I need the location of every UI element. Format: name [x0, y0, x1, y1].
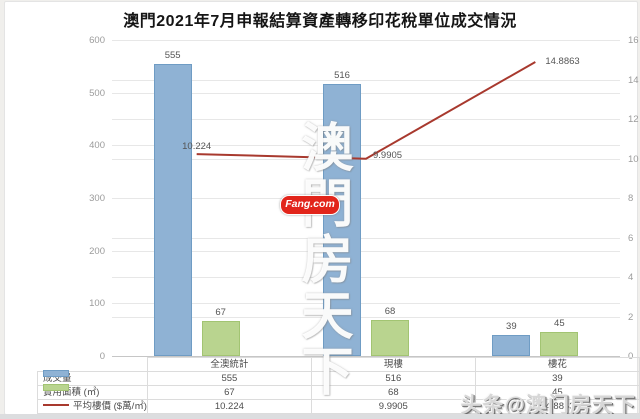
line-point-label: 9.9905	[373, 149, 403, 161]
bar-value-label: 67	[215, 306, 226, 318]
left-axis-tick-label: 400	[89, 140, 105, 152]
category-header-cell: 樓花	[474, 357, 640, 372]
series-label-cell: 實用面積 (㎡)	[37, 384, 148, 400]
right-axis-tick-label: 0	[628, 351, 634, 362]
bar-value-label: 555	[164, 49, 181, 61]
gridline	[112, 119, 620, 120]
line-point-label: 14.8863	[545, 55, 580, 67]
right-axis-tick-label: 14	[628, 74, 639, 86]
left-axis-tick-label: 200	[89, 245, 105, 257]
gridline	[112, 145, 620, 146]
value-cell: 67	[146, 385, 312, 400]
gridline	[112, 93, 620, 94]
value-cell: 14.8863	[474, 399, 640, 414]
right-axis-tick-label: 12	[628, 114, 639, 125]
left-axis-tick-label: 0	[99, 351, 105, 362]
legend-line-swatch	[43, 404, 69, 407]
value-cell: 68	[310, 385, 476, 400]
toutiao-watermark-text: 头条@澳门房天下	[460, 394, 636, 417]
value-cell: 10.224	[146, 399, 312, 414]
value-cell: 39	[474, 371, 640, 386]
value-cell: 9.9905	[310, 399, 476, 414]
bar-成交量-全澳統計	[153, 63, 192, 356]
gridline	[112, 317, 620, 318]
gridline	[112, 198, 620, 199]
table-row: 實用面積 (㎡) 67 68 45	[37, 384, 640, 400]
gridline	[112, 238, 620, 239]
left-axis-tick-label: 100	[89, 298, 105, 310]
table-row: 成交量 555 516 39	[37, 370, 640, 386]
bar-value-label: 68	[384, 306, 396, 318]
value-cell: 516	[310, 371, 476, 386]
gridline	[112, 80, 620, 81]
gridline	[112, 40, 620, 41]
fang-logo-badge: Fang.com	[280, 195, 340, 215]
table-row: 平均樓價 ($萬/㎡) 10.224 9.9905 14.8863	[37, 399, 640, 414]
bar-value-label: 45	[554, 318, 565, 330]
line-point-label: 10.224	[182, 141, 212, 153]
right-axis-tick-label: 6	[628, 232, 634, 244]
right-axis-tick-label: 8	[628, 193, 634, 204]
line-path	[196, 61, 536, 160]
bottom-edge-strip	[0, 414, 640, 419]
right-axis-tick-label: 10	[628, 153, 639, 165]
right-axis-tick-label: 4	[628, 272, 634, 283]
gridline	[112, 251, 620, 252]
category-header-cell: 全澳統計	[146, 357, 312, 372]
x-axis-line	[112, 356, 620, 357]
left-axis-tick-label: 500	[89, 87, 105, 99]
legend-data-table: 全澳統計 現樓 樓花 成交量 555 516 39 實用面積 (㎡) 67 68 45 平均樓價 ($…	[37, 357, 640, 414]
value-cell: 555	[146, 371, 312, 386]
bar-實用面積 (㎡)-現樓	[371, 320, 409, 356]
gridline	[112, 277, 620, 278]
chart-title: 澳門2021年7月申報結算資產轉移印花稅單位成交情況	[123, 13, 517, 30]
gridline	[112, 303, 620, 304]
table-header-row: 全澳統計 現樓 樓花	[37, 357, 640, 372]
legend-bar-swatch	[43, 370, 69, 377]
right-axis-tick-label: 16	[628, 35, 639, 46]
bar-成交量-樓花	[492, 335, 531, 356]
bar-成交量-現樓	[323, 84, 361, 356]
category-header-cell: 現樓	[310, 357, 476, 372]
legend-bar-swatch	[43, 384, 69, 391]
bar-value-label: 516	[334, 70, 350, 82]
left-axis-tick-label: 600	[89, 35, 105, 46]
series-label-cell: 平均樓價 ($萬/㎡)	[37, 399, 148, 414]
right-axis-tick-label: 2	[628, 311, 634, 323]
left-axis-tick-label: 300	[89, 193, 105, 204]
bar-value-label: 39	[506, 321, 517, 333]
bar-實用面積 (㎡)-全澳統計	[201, 320, 240, 356]
bar-實用面積 (㎡)-樓花	[540, 332, 579, 356]
